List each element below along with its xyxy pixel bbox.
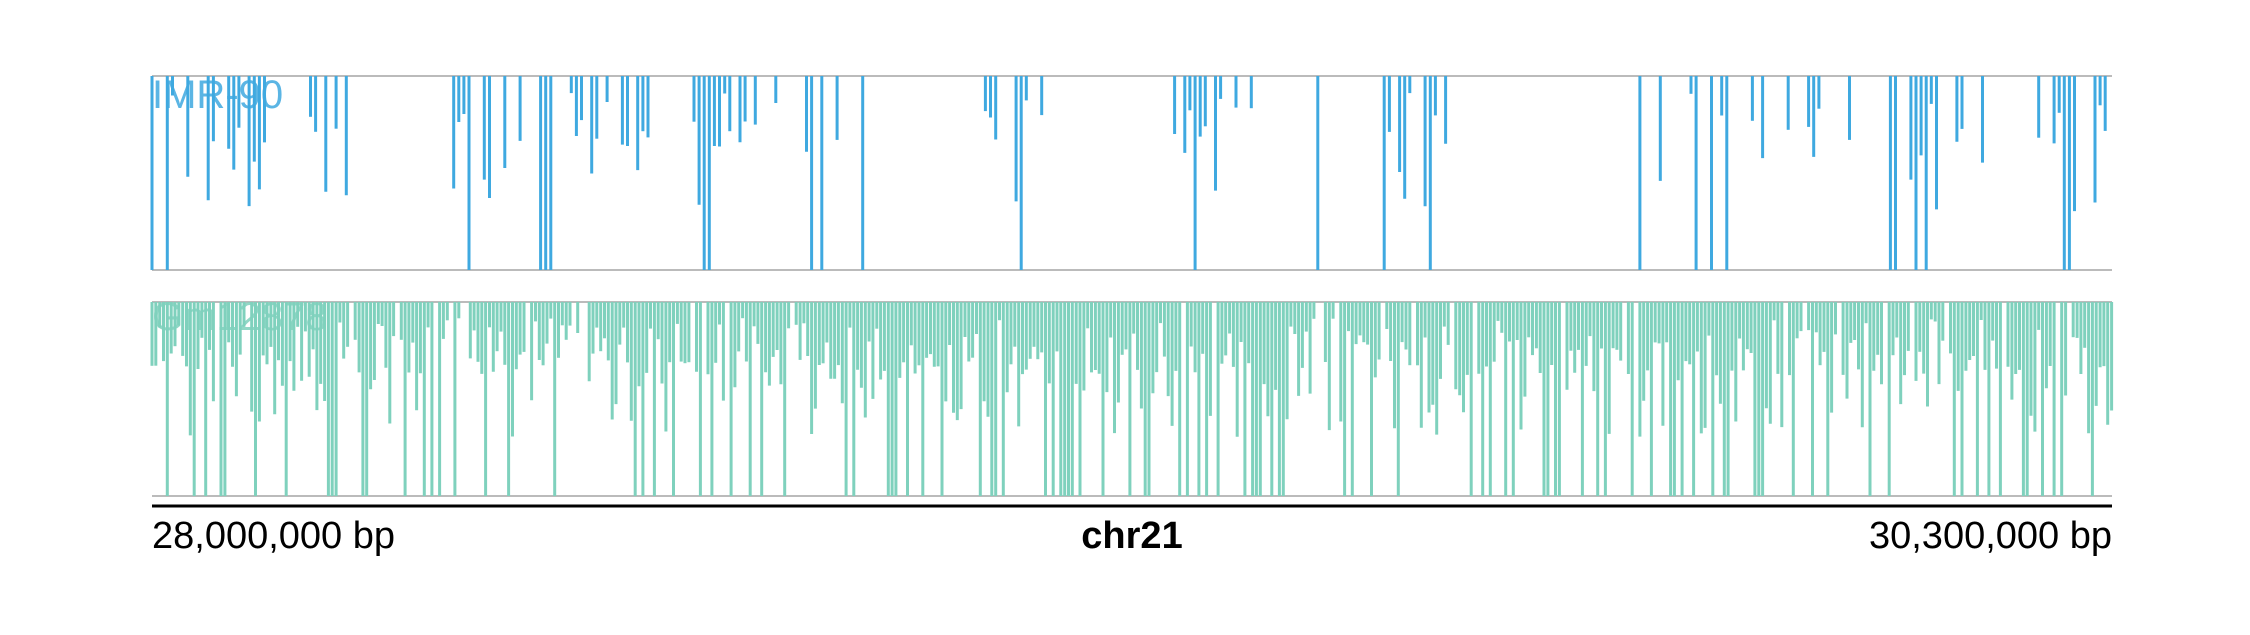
- track-imr90-label: IMR-90: [152, 73, 283, 117]
- track-imr90-bars: [150, 76, 2107, 270]
- track-gm12878-label: Gm12878: [152, 295, 328, 339]
- track-gm12878-bars: [150, 302, 2114, 496]
- track-gm12878: Gm12878: [150, 295, 2114, 497]
- x-axis: 28,000,000 bp chr21 30,300,000 bp: [152, 504, 2112, 557]
- axis-start-label: 28,000,000 bp: [152, 515, 395, 557]
- track-imr90: IMR-90: [150, 73, 2112, 271]
- axis-end-label: 30,300,000 bp: [1869, 515, 2112, 557]
- axis-region-label: chr21: [1081, 515, 1182, 557]
